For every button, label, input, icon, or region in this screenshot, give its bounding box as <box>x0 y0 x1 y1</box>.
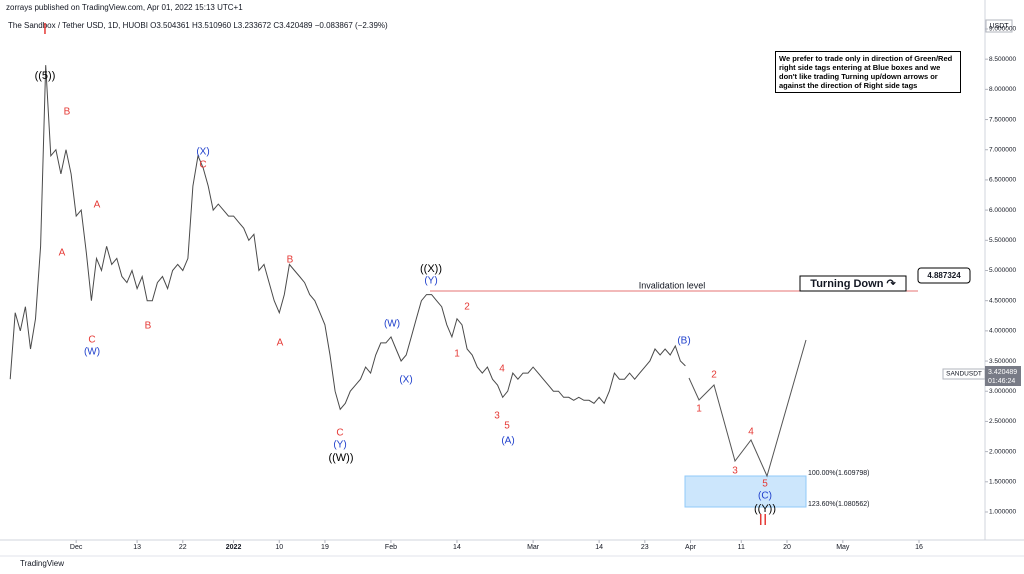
wave-label: (Y) <box>333 440 346 451</box>
symbol-tag: SANDUSDT <box>946 371 982 378</box>
x-tick-label: 14 <box>453 544 461 551</box>
wave-label: ((5)) <box>35 70 56 82</box>
wave-label: 4 <box>499 364 505 375</box>
x-tick-label: Dec <box>70 544 83 551</box>
wave-label: C <box>199 160 206 171</box>
symbol-info: The Sandbox / Tether USD, 1D, HUOBI O3.5… <box>8 21 388 30</box>
wave-label: 5 <box>504 421 510 432</box>
x-tick-label: 10 <box>275 544 283 551</box>
x-tick-label: Apr <box>685 544 697 551</box>
y-tick-label: 3.500000 <box>989 358 1016 365</box>
y-tick-label: 9.000000 <box>989 26 1016 33</box>
y-tick-label: 5.000000 <box>989 267 1016 274</box>
x-tick-label: May <box>836 544 850 551</box>
y-tick-label: 8.500000 <box>989 56 1016 63</box>
x-tick-label: 11 <box>738 544 745 551</box>
y-tick-label: 7.500000 <box>989 116 1016 123</box>
wave-label: (X) <box>399 375 412 386</box>
wave-label: B <box>64 107 71 118</box>
y-tick-label: 5.500000 <box>989 237 1016 244</box>
fib-100: 100.00%(1.609798) <box>808 470 870 477</box>
wave-label: (C) <box>758 491 772 502</box>
turning-price: 4.887324 <box>927 271 961 280</box>
wave-label: C <box>336 428 343 439</box>
countdown: 01:46:24 <box>988 378 1015 385</box>
invalidation-label: Invalidation level <box>639 280 706 290</box>
blue-box <box>684 475 807 508</box>
x-tick-label: 2022 <box>226 544 242 551</box>
y-tick-label: 3.000000 <box>989 388 1016 395</box>
y-tick-label: 2.500000 <box>989 418 1016 425</box>
x-tick-label: Mar <box>527 544 540 551</box>
y-tick-label: 1.500000 <box>989 479 1016 486</box>
wave-label: I <box>43 21 47 38</box>
y-tick-label: 8.000000 <box>989 86 1016 93</box>
wave-label: 5 <box>762 479 768 490</box>
projection-path <box>688 339 807 478</box>
wave-label: 3 <box>732 466 738 477</box>
y-tick-label: 7.000000 <box>989 146 1016 153</box>
wave-label: A <box>277 338 284 349</box>
turning-label: Turning Down ↷ <box>810 278 896 290</box>
wave-label: (W) <box>84 347 100 358</box>
wave-label: 2 <box>464 302 470 313</box>
wave-label: ((W)) <box>328 452 353 464</box>
wave-label: (Y) <box>424 276 437 287</box>
wave-label: A <box>59 248 66 259</box>
currency-box <box>985 19 1013 33</box>
wave-label: C <box>88 335 95 346</box>
wave-label: (B) <box>677 336 690 347</box>
wave-label: 1 <box>454 349 460 360</box>
y-tick-label: 4.000000 <box>989 328 1016 335</box>
x-tick-label: 16 <box>915 544 923 551</box>
wave-label: (W) <box>384 319 400 330</box>
x-tick-label: 23 <box>641 544 649 551</box>
wave-label: B <box>145 321 152 332</box>
price-line <box>9 65 686 411</box>
wave-label: (X) <box>196 147 209 158</box>
x-tick-label: 20 <box>783 544 791 551</box>
wave-label: (A) <box>501 436 514 447</box>
wave-label: A <box>94 200 101 211</box>
y-tick-label: 4.500000 <box>989 297 1016 304</box>
price-tag-box <box>985 366 1021 386</box>
note-box: We prefer to trade only in direction of … <box>775 51 961 93</box>
x-tick-label: 19 <box>321 544 329 551</box>
x-tick-label: 22 <box>179 544 187 551</box>
fib-123: 123.60%(1.080562) <box>808 501 870 508</box>
x-tick-label: 14 <box>595 544 603 551</box>
turning-price-box <box>917 267 971 284</box>
publisher: zorrays published on TradingView.com, Ap… <box>6 3 243 12</box>
wave-label: ((X)) <box>420 263 442 275</box>
y-tick-label: 1.000000 <box>989 509 1016 516</box>
currency: USDT <box>989 23 1009 30</box>
footer: TradingView <box>20 559 64 568</box>
y-tick-label: 6.000000 <box>989 207 1016 214</box>
wave-label: B <box>287 255 294 266</box>
y-tick-label: 2.000000 <box>989 448 1016 455</box>
wave-label: ((Y)) <box>754 503 776 515</box>
x-tick-label: Feb <box>385 544 397 551</box>
price-tag: 3.420489 <box>988 369 1017 376</box>
wave-label: 4 <box>748 427 754 438</box>
wave-label: 3 <box>494 411 500 422</box>
wave-label: 2 <box>711 370 717 381</box>
turning-box <box>799 275 907 292</box>
wave-label: 1 <box>696 404 702 415</box>
y-tick-label: 6.500000 <box>989 177 1016 184</box>
x-tick-label: 13 <box>133 544 141 551</box>
wave-label: II <box>759 512 768 529</box>
